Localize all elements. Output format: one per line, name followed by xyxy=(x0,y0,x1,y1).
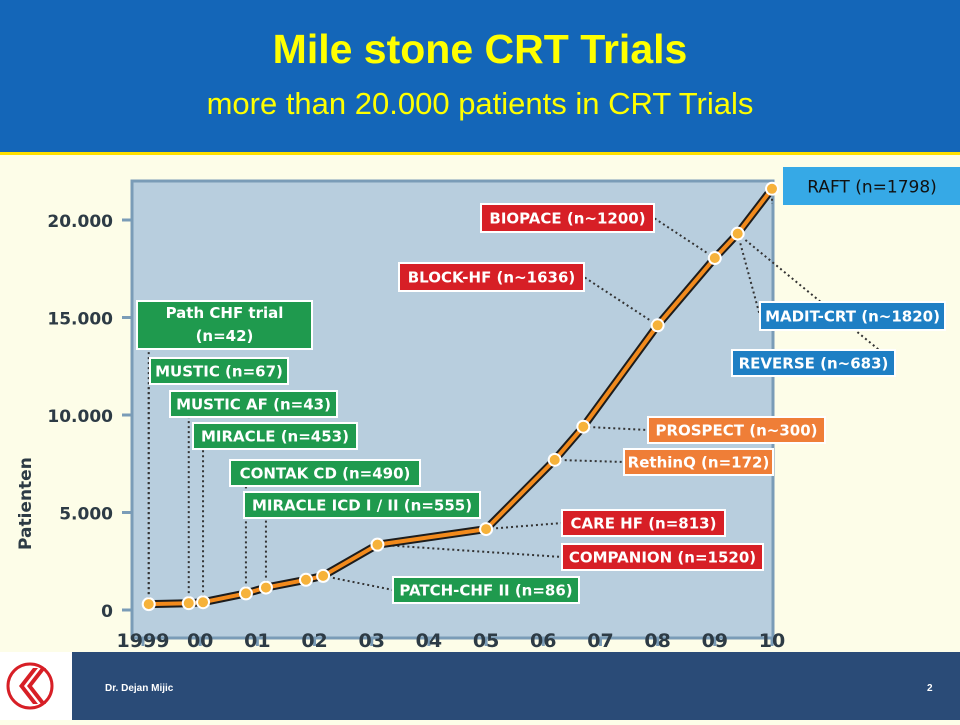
footer-bar xyxy=(0,652,960,720)
trial-label-box: RethinQ (n=172) xyxy=(623,448,774,476)
y-tick-label: 15.000 xyxy=(47,310,113,330)
trial-label-text: PROSPECT (n~300) xyxy=(655,422,817,440)
trial-label-text: BLOCK-HF (n~1636) xyxy=(408,269,576,287)
data-point xyxy=(141,597,156,612)
trial-label-text: RethinQ (n=172) xyxy=(628,454,770,472)
trial-label-text: RAFT (n=1798) xyxy=(807,178,937,198)
trial-label-box: PATCH-CHF II (n=86) xyxy=(392,576,580,604)
trial-box-background xyxy=(759,301,946,331)
trial-label-box: MUSTIC AF (n=43) xyxy=(169,390,338,418)
x-tick-label: 09 xyxy=(702,630,728,652)
data-point xyxy=(576,419,591,434)
slide-subtitle: more than 20.000 patients in CRT Trials xyxy=(206,86,754,121)
trial-box-background xyxy=(480,203,655,233)
x-tick-label: 08 xyxy=(644,630,670,652)
trial-label-box: PROSPECT (n~300) xyxy=(647,416,826,444)
data-point xyxy=(547,452,562,467)
data-point xyxy=(707,251,722,266)
trial-box-background xyxy=(398,262,585,292)
trial-label-box: MADIT-CRT (n~1820) xyxy=(759,301,946,331)
slide-title: Mile stone CRT Trials xyxy=(272,26,688,72)
trial-label-box: BLOCK-HF (n~1636) xyxy=(398,262,585,292)
x-tick-label: 02 xyxy=(301,630,327,652)
trial-label-text: PATCH-CHF II (n=86) xyxy=(399,582,572,600)
y-tick-label: 10.000 xyxy=(47,407,113,427)
data-point xyxy=(238,586,253,601)
x-tick-label: 1999 xyxy=(117,630,170,652)
leader-line xyxy=(736,233,761,317)
page-number: 2 xyxy=(927,683,933,694)
trial-label-text: MUSTIC (n=67) xyxy=(155,363,283,381)
logo-mark-icon xyxy=(6,662,54,710)
data-point xyxy=(258,580,273,595)
trial-label-text: MUSTIC AF (n=43) xyxy=(176,396,331,414)
trial-box-background xyxy=(561,509,726,537)
trial-box-background xyxy=(169,390,338,418)
trial-label-box: BIOPACE (n~1200) xyxy=(480,203,655,233)
leader-line xyxy=(377,543,563,558)
header-divider xyxy=(0,152,960,155)
trial-label-box: COMPANION (n=1520) xyxy=(561,543,764,571)
y-tick-label: 20.000 xyxy=(47,212,113,232)
crt-trials-chart: Patienten 1999 00 01 02 03 04 05 06 07 08 09 10 0 5.0… xyxy=(16,167,960,652)
trial-label-box: REVERSE (n~683) xyxy=(731,349,896,377)
trial-box-background xyxy=(192,422,358,450)
trial-label-box: Path CHF trial (n=42) xyxy=(136,300,313,350)
trial-label-box: MIRACLE ICD I / II (n=555) xyxy=(243,491,481,519)
trial-label-text: MIRACLE (n=453) xyxy=(201,428,349,446)
trial-box-background xyxy=(136,300,313,350)
trial-box-background xyxy=(561,543,764,571)
trial-label-box: RAFT (n=1798) xyxy=(783,167,960,205)
x-tick-label: 00 xyxy=(187,630,213,652)
trial-label-box: CARE HF (n=813) xyxy=(561,509,726,537)
y-tick-label: 0 xyxy=(101,602,113,622)
trial-box-background xyxy=(149,357,289,385)
trial-box-background xyxy=(392,576,580,604)
x-tick-label: 07 xyxy=(587,630,613,652)
header-bar xyxy=(0,0,960,152)
trial-box-background xyxy=(229,459,421,487)
leader-line xyxy=(583,425,649,431)
trial-box-background xyxy=(647,416,826,444)
data-point xyxy=(730,226,745,241)
x-tick-label: 03 xyxy=(359,630,385,652)
data-point xyxy=(316,568,331,583)
x-tick-label: 06 xyxy=(530,630,556,652)
trial-label-text: CONTAK CD (n=490) xyxy=(240,465,411,483)
x-tick-label: 04 xyxy=(416,630,442,652)
trial-label-text: REVERSE (n~683) xyxy=(739,355,889,373)
trial-box-background xyxy=(243,491,481,519)
leader-line xyxy=(737,232,896,364)
data-point xyxy=(370,537,385,552)
trial-label-text: (n=42) xyxy=(196,327,254,345)
data-point xyxy=(765,181,779,196)
trial-label-text: BIOPACE (n~1200) xyxy=(489,210,645,228)
trial-label-box: MUSTIC (n=67) xyxy=(149,357,289,385)
trial-label-text: MIRACLE ICD I / II (n=555) xyxy=(252,497,472,515)
logo xyxy=(0,652,72,720)
data-point xyxy=(650,318,665,333)
x-tick-label: 10 xyxy=(759,630,785,652)
trial-box-background xyxy=(623,448,774,476)
trial-label-text: Path CHF trial xyxy=(166,304,284,322)
data-point xyxy=(181,596,196,611)
data-point xyxy=(196,595,211,610)
leader-line xyxy=(554,458,625,463)
trial-label-text: MADIT-CRT (n~1820) xyxy=(765,308,940,326)
leader-line xyxy=(322,574,394,591)
y-tick-label: 5.000 xyxy=(59,505,113,525)
trial-label-text: CARE HF (n=813) xyxy=(571,515,717,533)
trial-box-background xyxy=(731,349,896,377)
y-axis-label: Patienten xyxy=(16,457,36,550)
data-point xyxy=(479,522,494,537)
trial-box-background xyxy=(783,167,960,205)
trial-label-text: COMPANION (n=1520) xyxy=(569,549,756,567)
trial-label-box: CONTAK CD (n=490) xyxy=(229,459,421,487)
leader-line xyxy=(653,217,716,259)
footer-author: Dr. Dejan Mijic xyxy=(105,683,174,694)
x-tick-label: 05 xyxy=(473,630,499,652)
x-tick-label: 01 xyxy=(244,630,270,652)
trial-label-box: MIRACLE (n=453) xyxy=(192,422,358,450)
data-point xyxy=(298,572,313,587)
